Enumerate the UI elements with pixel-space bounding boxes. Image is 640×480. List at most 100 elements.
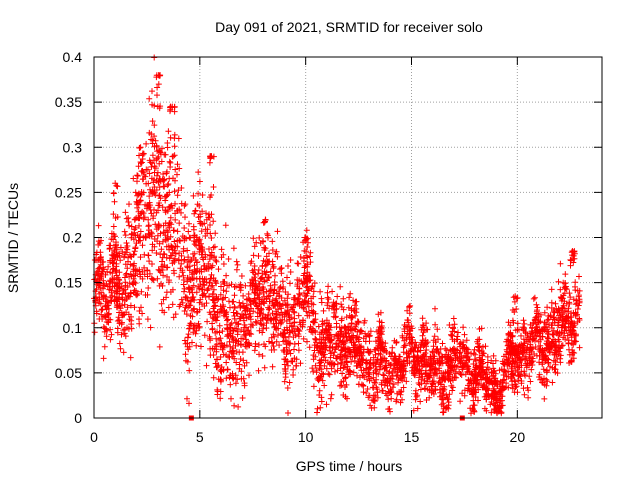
data-point [224,317,230,324]
data-point [354,318,361,325]
data-points [91,54,583,417]
data-point [276,342,283,349]
data-point [268,316,275,323]
data-point [240,357,247,364]
data-point [214,386,221,393]
data-point [528,354,534,361]
data-point [448,331,454,338]
data-point [283,318,290,324]
data-point [477,364,484,371]
data-point [509,360,516,367]
data-point [181,225,188,231]
data-point [137,271,144,278]
data-point [181,308,188,314]
data-point [107,336,114,343]
data-point [421,356,428,363]
data-point [400,362,407,369]
data-point [257,310,264,317]
data-point [158,246,165,253]
data-point [461,346,468,352]
data-point [500,383,506,390]
data-point [301,255,308,262]
data-point [217,291,224,298]
data-point [576,273,582,280]
data-point [255,270,262,277]
data-point [534,327,541,334]
data-point [559,295,566,301]
data-point [389,372,396,379]
data-point [208,192,215,198]
data-point [351,357,358,364]
data-point [391,353,398,360]
data-point [172,166,179,173]
data-point [496,397,502,404]
data-point [189,271,196,278]
data-point [259,353,266,359]
data-point [338,304,345,310]
data-point [467,405,474,412]
data-point [354,328,361,335]
data-point [560,279,567,286]
data-point [119,312,126,319]
data-point [155,221,162,228]
data-point [495,391,502,398]
data-point [251,243,258,250]
x-tick-label: 20 [510,429,526,445]
data-point [117,244,124,251]
data-point [456,341,463,348]
data-point [478,376,485,383]
data-point [260,284,266,291]
data-point [443,394,450,401]
data-point [346,294,353,301]
data-point [547,312,554,319]
data-point [139,208,146,215]
data-point [186,275,193,282]
data-point [139,275,146,282]
data-point [122,232,129,239]
data-point [228,320,235,327]
data-point [323,401,330,408]
data-point [350,332,357,339]
data-point [460,362,467,369]
data-point [236,365,243,372]
data-point [507,322,514,329]
data-point [295,347,302,354]
data-point [569,349,576,356]
data-point [450,345,457,352]
data-point [207,222,213,228]
data-point [470,379,477,386]
data-point [222,294,229,301]
data-point [223,375,230,382]
data-point [295,312,302,319]
data-point [327,339,334,346]
data-point [527,378,534,385]
data-point [386,368,393,375]
data-point [172,216,179,223]
data-point [222,310,229,317]
data-point [381,365,388,372]
data-point [418,357,424,364]
data-point [418,326,425,333]
data-point [528,366,535,373]
data-point [417,347,424,354]
data-point [201,266,208,273]
data-point [233,258,240,265]
data-point [121,253,128,260]
data-point [321,351,328,358]
data-point [105,263,112,270]
data-point [112,268,119,275]
data-point [496,380,503,387]
data-point [260,257,267,264]
data-point [172,250,179,257]
data-point [156,202,163,209]
chart-title: Day 091 of 2021, SRMTID for receiver sol… [215,19,483,35]
data-point [379,387,386,394]
data-point [463,350,470,357]
data-point [348,307,355,314]
data-point [148,175,155,182]
data-point [194,201,201,208]
data-point [402,368,409,375]
data-point [213,346,220,353]
data-point [141,172,148,178]
data-point [552,366,559,373]
